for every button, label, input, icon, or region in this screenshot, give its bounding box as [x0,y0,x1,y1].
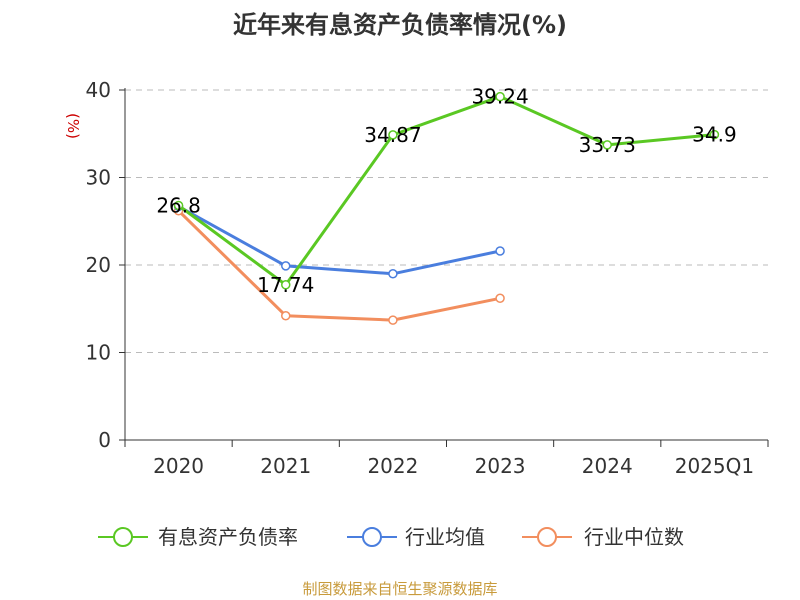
data-point [495,91,505,102]
y-axis-label: (%) [64,113,82,139]
x-tick-label: 2024 [582,454,633,478]
data-point [173,200,184,211]
data-point [281,311,291,321]
data-point [388,269,398,279]
legend-marker-icon [113,527,133,547]
data-label: 34.9 [692,123,737,147]
axes: 0 10 20 30 40 2020 2021 2022 2023 2024 2025Q1 [86,78,769,478]
legend-label: 有息资产负债率 [158,525,298,549]
legend-item: 行业均值 [347,525,485,549]
legend: 有息资产负债率 行业均值 行业中位数 [98,525,684,549]
legend-item: 行业中位数 [522,525,684,549]
series-group [173,91,720,325]
gridlines [125,89,768,353]
source-note: 制图数据来自恒生聚源数据库 [302,580,497,598]
data-label: 26.8 [156,194,201,218]
x-tick-label: 2025Q1 [675,454,754,478]
legend-marker-icon [537,527,557,547]
y-tick-label: 0 [98,428,111,452]
data-point [281,261,291,271]
data-point [495,293,505,303]
data-labels: 26.8 17.74 34.87 39.24 33.73 34.9 [156,85,736,297]
y-tick-label: 20 [86,253,111,277]
x-tick-label: 2021 [260,454,311,478]
y-tick-label: 40 [86,78,111,102]
x-tick-label: 2023 [475,454,526,478]
data-label: 33.73 [579,133,636,157]
legend-label: 行业中位数 [584,525,684,549]
y-tick-label: 10 [86,341,111,365]
series-line [177,205,501,276]
series-line [177,209,501,322]
x-tick-label: 2022 [367,454,418,478]
data-point [495,246,505,256]
data-point [281,280,291,290]
data-point [388,130,398,140]
legend-item: 有息资产负债率 [98,525,298,549]
series-line [177,95,715,287]
legend-marker-icon [362,527,382,547]
y-tick-label: 30 [86,166,111,190]
data-label: 17.74 [257,273,314,297]
chart-title: 近年来有息资产负债率情况(%) [233,11,567,39]
data-point [602,140,612,150]
legend-label: 行业均值 [405,525,485,549]
x-tick-label: 2020 [153,454,204,478]
data-label: 39.24 [471,85,528,109]
data-point [709,129,720,140]
data-label: 34.87 [364,123,421,147]
data-point [388,315,398,325]
